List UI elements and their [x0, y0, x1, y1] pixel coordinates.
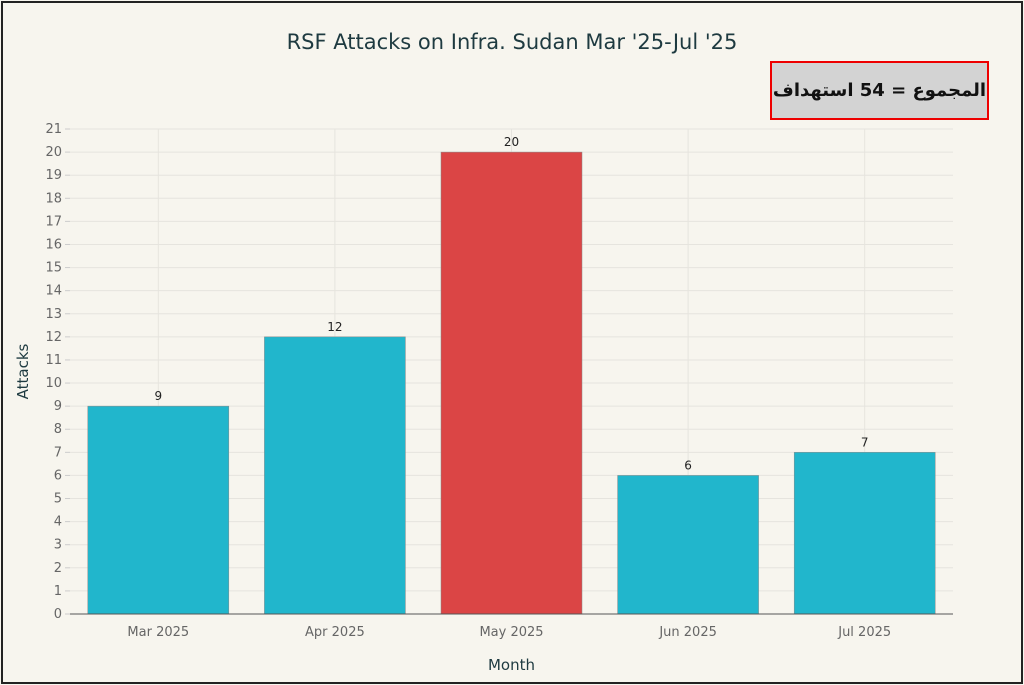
data-label: 7: [861, 435, 869, 449]
y-tick-label: 8: [54, 422, 62, 437]
chart-title: RSF Attacks on Infra. Sudan Mar '25-Jul …: [286, 30, 738, 54]
y-tick-label: 15: [45, 261, 62, 276]
y-tick-label: 7: [54, 445, 62, 460]
y-tick-label: 10: [45, 376, 62, 391]
bar-jun-2025: [617, 475, 759, 615]
bar-may-2025: [440, 151, 583, 615]
y-tick-label: 13: [45, 307, 62, 322]
y-tick-label: 0: [54, 607, 62, 622]
total-annotation: المجموع = 54 استهداف: [770, 61, 989, 120]
y-tick-label: 6: [54, 468, 62, 483]
y-tick-label: 1: [54, 584, 62, 599]
y-tick-label: 9: [54, 399, 62, 414]
data-label: 6: [684, 458, 692, 472]
data-label: 12: [327, 320, 342, 334]
y-tick-label: 20: [45, 145, 62, 160]
x-tick-label: Mar 2025: [127, 625, 189, 640]
y-tick-label: 11: [45, 353, 62, 368]
y-tick-label: 12: [45, 330, 62, 345]
bar-mar-2025: [87, 405, 230, 615]
y-axis-title: Attacks: [14, 343, 32, 399]
x-tick-label: Jun 2025: [658, 625, 717, 640]
x-tick-label: May 2025: [479, 625, 543, 640]
y-tick-label: 4: [54, 515, 62, 530]
y-tick-label: 3: [54, 538, 62, 553]
y-tick-label: 5: [54, 492, 62, 507]
x-tick-label: Apr 2025: [305, 625, 365, 640]
y-tick-label: 14: [45, 284, 62, 299]
data-label: 9: [154, 389, 162, 403]
x-tick-label: Jul 2025: [837, 625, 891, 640]
data-label: 20: [504, 135, 519, 149]
y-tick-label: 2: [54, 561, 62, 576]
y-tick-label: 17: [45, 214, 62, 229]
y-tick-label: 18: [45, 191, 62, 206]
y-tick-label: 16: [45, 237, 62, 252]
y-tick-label: 19: [45, 168, 62, 183]
bar-jul-2025: [793, 452, 936, 615]
x-axis-title: Month: [488, 656, 535, 674]
bar-apr-2025: [264, 336, 406, 615]
y-tick-label: 21: [45, 122, 62, 137]
